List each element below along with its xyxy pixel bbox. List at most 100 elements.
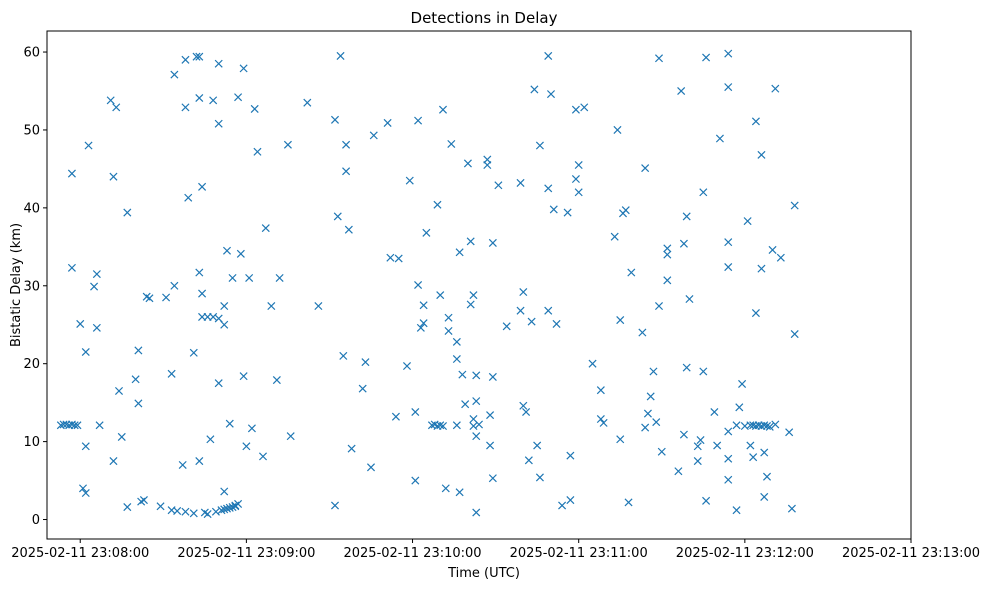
data-point — [724, 83, 733, 92]
data-point — [638, 328, 647, 337]
data-point — [494, 181, 503, 190]
data-point — [682, 212, 691, 221]
data-point — [436, 291, 445, 300]
data-point — [411, 476, 420, 485]
data-point — [757, 150, 766, 159]
data-point — [438, 422, 448, 431]
data-point — [674, 467, 683, 476]
data-point — [134, 346, 143, 355]
data-point — [533, 441, 542, 450]
data-point — [724, 454, 733, 463]
data-point — [610, 232, 619, 241]
data-point — [228, 273, 237, 283]
data-point — [414, 116, 423, 125]
data-point — [303, 98, 312, 107]
data-point — [724, 238, 733, 247]
data-point — [242, 442, 251, 451]
data-point — [765, 422, 774, 431]
data-point — [123, 503, 132, 512]
data-point — [527, 317, 536, 326]
data-point — [771, 420, 780, 429]
data-point — [616, 435, 625, 444]
data-point — [524, 456, 533, 465]
data-point — [486, 441, 495, 450]
data-point — [488, 474, 497, 483]
data-point — [181, 507, 190, 516]
data-point — [444, 313, 453, 322]
data-point — [469, 291, 478, 300]
data-point — [189, 348, 198, 357]
data-point — [558, 501, 567, 510]
data-point — [81, 489, 90, 498]
data-point — [519, 287, 528, 297]
data-point — [790, 201, 799, 210]
data-point — [366, 463, 376, 472]
data-point — [646, 392, 655, 401]
data-point — [220, 487, 229, 496]
data-point — [441, 484, 450, 493]
data-point — [613, 125, 622, 134]
data-point — [488, 372, 497, 381]
x-tick-label: 2025-02-11 23:12:00 — [676, 546, 814, 561]
data-point — [502, 322, 511, 331]
data-point — [535, 141, 544, 150]
data-point — [654, 302, 664, 311]
x-tick-label: 2025-02-11 23:10:00 — [343, 546, 481, 561]
data-point — [139, 496, 148, 505]
data-point — [790, 330, 799, 339]
data-point — [81, 442, 90, 451]
y-tick-label: 40 — [23, 201, 40, 216]
data-point — [452, 337, 461, 346]
data-point — [762, 472, 772, 481]
data-point — [519, 401, 528, 410]
data-point — [452, 421, 461, 430]
x-tick-label: 2025-02-11 23:08:00 — [11, 546, 149, 561]
data-point — [757, 264, 766, 273]
data-point — [679, 430, 688, 439]
data-point — [749, 453, 758, 462]
data-point — [195, 93, 204, 103]
data-point — [90, 282, 99, 291]
data-point — [760, 492, 769, 501]
data-point — [250, 104, 259, 113]
x-tick-label: 2025-02-11 23:13:00 — [842, 546, 980, 561]
data-point — [702, 496, 711, 505]
data-point — [699, 367, 708, 376]
data-point — [92, 270, 101, 279]
data-point — [566, 496, 575, 505]
y-tick-label: 0 — [32, 513, 40, 528]
data-point — [236, 249, 245, 258]
data-point — [571, 105, 580, 114]
data-point — [247, 424, 256, 433]
data-point — [693, 442, 702, 451]
y-tick-label: 30 — [23, 279, 40, 294]
data-point — [258, 452, 268, 461]
data-point — [652, 418, 661, 427]
data-point — [209, 96, 218, 105]
data-point — [220, 320, 229, 329]
data-point — [195, 52, 204, 61]
data-point — [195, 457, 204, 466]
data-point — [699, 188, 708, 197]
data-point — [710, 407, 719, 417]
data-point — [70, 421, 79, 430]
data-point — [649, 367, 658, 376]
data-point — [283, 140, 292, 149]
data-point — [253, 147, 262, 156]
data-point — [239, 64, 248, 73]
data-point — [760, 448, 769, 457]
data-point — [693, 457, 702, 466]
x-tick-label: 2025-02-11 23:11:00 — [510, 546, 648, 561]
data-point — [472, 508, 481, 517]
data-point — [275, 273, 284, 283]
data-point — [643, 409, 652, 418]
data-point — [314, 302, 323, 311]
data-point — [751, 117, 760, 126]
data-point — [214, 119, 223, 128]
data-point — [342, 140, 351, 149]
data-point — [657, 447, 666, 456]
data-point — [170, 70, 179, 79]
data-point — [95, 421, 104, 430]
data-point — [574, 188, 583, 197]
data-point — [447, 139, 456, 148]
